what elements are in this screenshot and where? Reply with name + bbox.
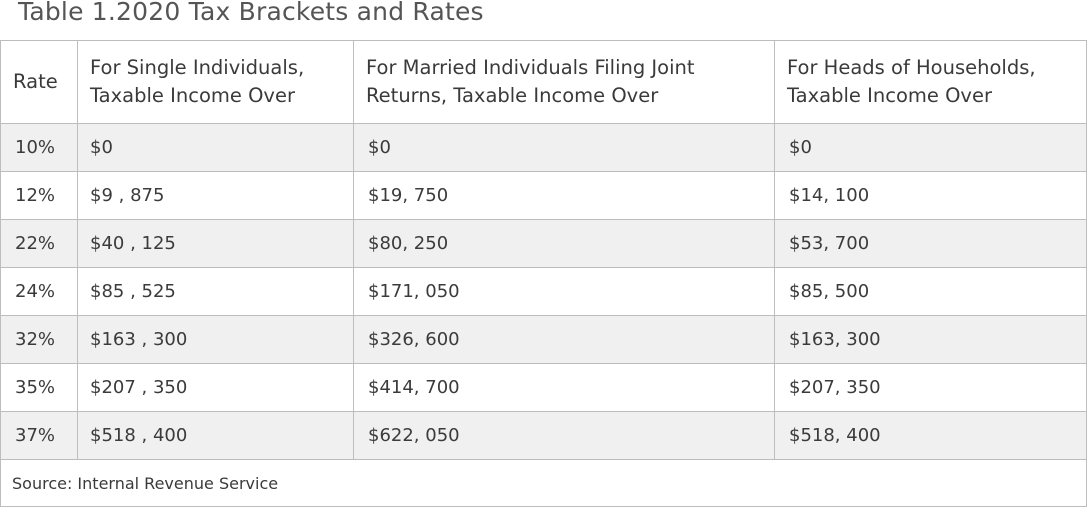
tax-brackets-table: Rate For Single Individuals, Taxable Inc… bbox=[0, 40, 1087, 507]
single-cell: $0 bbox=[77, 123, 354, 172]
married-cell: $622, 050 bbox=[353, 411, 775, 460]
rate-cell: 12% bbox=[0, 171, 78, 220]
married-cell: $19, 750 bbox=[353, 171, 775, 220]
single-cell: $85 , 525 bbox=[77, 267, 354, 316]
table-caption: Table 1.2020 Tax Brackets and Rates bbox=[18, 0, 484, 26]
rate-cell: 22% bbox=[0, 219, 78, 268]
table-row: 10% $0 $0 $0 bbox=[0, 123, 1087, 172]
table-row: 22% $40 , 125 $80, 250 $53, 700 bbox=[0, 219, 1087, 268]
married-cell: $414, 700 bbox=[353, 363, 775, 412]
header-married-joint: For Married Individuals Filing Joint Ret… bbox=[353, 40, 775, 124]
married-cell: $80, 250 bbox=[353, 219, 775, 268]
table-row: 35% $207 , 350 $414, 700 $207, 350 bbox=[0, 363, 1087, 412]
table-footer: Source: Internal Revenue Service bbox=[0, 459, 1087, 507]
header-rate: Rate bbox=[0, 40, 78, 124]
single-cell: $40 , 125 bbox=[77, 219, 354, 268]
rate-cell: 37% bbox=[0, 411, 78, 460]
table-row: 32% $163 , 300 $326, 600 $163, 300 bbox=[0, 315, 1087, 364]
table-header: Rate For Single Individuals, Taxable Inc… bbox=[0, 40, 1087, 124]
single-cell: $9 , 875 bbox=[77, 171, 354, 220]
heads-cell: $14, 100 bbox=[774, 171, 1087, 220]
table-row: 12% $9 , 875 $19, 750 $14, 100 bbox=[0, 171, 1087, 220]
married-cell: $171, 050 bbox=[353, 267, 775, 316]
heads-cell: $53, 700 bbox=[774, 219, 1087, 268]
rate-cell: 32% bbox=[0, 315, 78, 364]
heads-cell: $0 bbox=[774, 123, 1087, 172]
married-cell: $0 bbox=[353, 123, 775, 172]
table-body: 10% $0 $0 $0 12% $9 , 875 $19, 750 $14, … bbox=[0, 123, 1087, 460]
header-single: For Single Individuals, Taxable Income O… bbox=[77, 40, 354, 124]
table-row: 24% $85 , 525 $171, 050 $85, 500 bbox=[0, 267, 1087, 316]
single-cell: $518 , 400 bbox=[77, 411, 354, 460]
heads-cell: $518, 400 bbox=[774, 411, 1087, 460]
single-cell: $207 , 350 bbox=[77, 363, 354, 412]
header-row: Rate For Single Individuals, Taxable Inc… bbox=[0, 40, 1087, 124]
header-heads-of-households: For Heads of Households, Taxable Income … bbox=[774, 40, 1087, 124]
rate-cell: 35% bbox=[0, 363, 78, 412]
rate-cell: 10% bbox=[0, 123, 78, 172]
source-row: Source: Internal Revenue Service bbox=[0, 459, 1087, 507]
source-note: Source: Internal Revenue Service bbox=[0, 459, 1087, 507]
single-cell: $163 , 300 bbox=[77, 315, 354, 364]
heads-cell: $85, 500 bbox=[774, 267, 1087, 316]
table-row: 37% $518 , 400 $622, 050 $518, 400 bbox=[0, 411, 1087, 460]
heads-cell: $163, 300 bbox=[774, 315, 1087, 364]
married-cell: $326, 600 bbox=[353, 315, 775, 364]
heads-cell: $207, 350 bbox=[774, 363, 1087, 412]
rate-cell: 24% bbox=[0, 267, 78, 316]
